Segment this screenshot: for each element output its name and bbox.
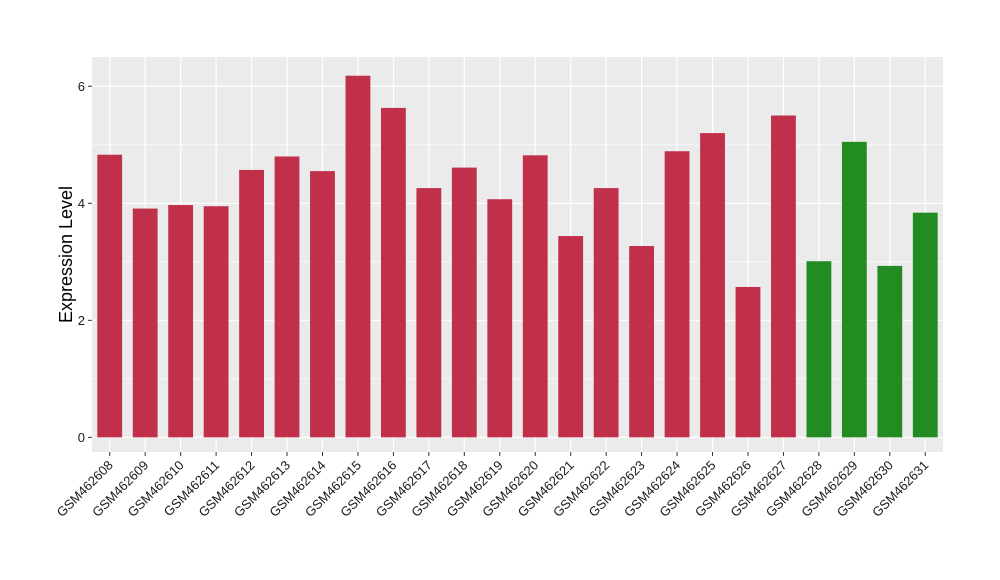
bar-GSM462630	[877, 265, 903, 438]
bar-GSM462621	[558, 236, 584, 438]
bar-GSM462624	[664, 151, 690, 438]
bar-GSM462617	[416, 188, 442, 438]
bar-GSM462619	[487, 199, 513, 438]
y-tick-label: 2	[78, 313, 85, 328]
y-axis: 0 2 4 6	[78, 79, 92, 445]
bar-GSM462613	[274, 156, 300, 438]
bar-GSM462631	[912, 212, 938, 438]
y-axis-title: Expression Level	[56, 186, 76, 323]
bar-GSM462625	[700, 133, 725, 438]
bar-GSM462620	[522, 155, 548, 438]
bar-GSM462614	[310, 171, 335, 438]
bar-GSM462616	[380, 107, 406, 438]
bar-GSM462611	[203, 206, 229, 438]
bars	[97, 75, 938, 438]
bar-GSM462608	[97, 154, 123, 438]
bar-GSM462627	[771, 115, 796, 438]
y-tick-label: 0	[78, 430, 85, 445]
y-tick-label: 4	[78, 196, 85, 211]
bar-GSM462629	[841, 141, 867, 438]
bar-GSM462622	[593, 188, 619, 438]
plot-panel	[92, 57, 943, 452]
bar-GSM462623	[629, 246, 655, 438]
bar-GSM462615	[345, 75, 371, 438]
bar-GSM462626	[735, 286, 761, 438]
bar-GSM462610	[168, 205, 194, 438]
y-tick-label: 6	[78, 79, 85, 94]
bar-GSM462609	[132, 208, 158, 438]
bar-GSM462612	[239, 169, 264, 438]
bar-GSM462628	[806, 261, 832, 438]
bar-GSM462618	[451, 167, 477, 438]
x-axis: GSM462608GSM462609GSM462610GSM462611GSM4…	[54, 452, 931, 520]
